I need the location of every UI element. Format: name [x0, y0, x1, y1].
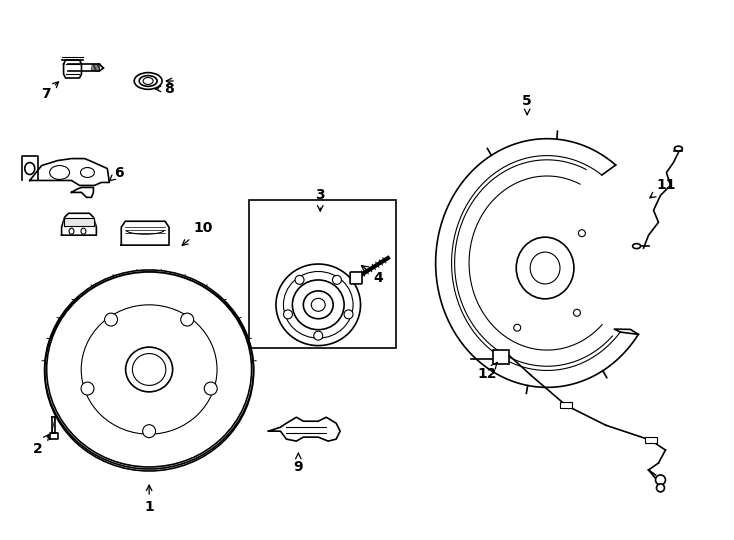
Text: 11: 11	[650, 178, 676, 198]
Text: 6: 6	[109, 165, 124, 181]
Ellipse shape	[311, 299, 325, 311]
Bar	[560, 402, 572, 408]
Ellipse shape	[578, 230, 586, 237]
Ellipse shape	[675, 146, 683, 151]
Ellipse shape	[181, 313, 194, 326]
Ellipse shape	[47, 272, 252, 467]
Ellipse shape	[655, 475, 666, 485]
Ellipse shape	[292, 280, 344, 330]
Bar	[493, 349, 509, 363]
Polygon shape	[71, 187, 93, 198]
Ellipse shape	[333, 275, 341, 285]
Polygon shape	[64, 218, 95, 226]
Ellipse shape	[204, 382, 217, 395]
Ellipse shape	[514, 324, 520, 331]
Text: 12: 12	[478, 362, 497, 381]
Text: 4: 4	[361, 266, 383, 285]
Ellipse shape	[81, 167, 95, 178]
Ellipse shape	[104, 313, 117, 326]
Ellipse shape	[530, 252, 560, 284]
Ellipse shape	[295, 275, 304, 285]
Text: 1: 1	[145, 485, 154, 514]
Ellipse shape	[276, 264, 360, 346]
Text: 8: 8	[156, 82, 174, 96]
Ellipse shape	[25, 163, 34, 174]
Text: 7: 7	[41, 82, 59, 101]
Ellipse shape	[303, 291, 333, 319]
Polygon shape	[64, 60, 81, 78]
Polygon shape	[68, 64, 99, 71]
Text: 2: 2	[33, 435, 49, 456]
FancyBboxPatch shape	[350, 272, 362, 284]
Text: 9: 9	[294, 453, 303, 474]
Ellipse shape	[142, 424, 156, 437]
Ellipse shape	[633, 244, 641, 248]
Ellipse shape	[283, 310, 292, 319]
Polygon shape	[62, 213, 96, 235]
Polygon shape	[121, 221, 169, 245]
Bar	[249, 200, 396, 348]
Ellipse shape	[81, 228, 86, 234]
Ellipse shape	[516, 237, 574, 299]
Text: 5: 5	[523, 94, 532, 114]
Polygon shape	[50, 433, 57, 439]
Polygon shape	[22, 156, 37, 180]
Ellipse shape	[69, 228, 74, 234]
Ellipse shape	[132, 354, 166, 386]
Ellipse shape	[283, 272, 353, 338]
Ellipse shape	[126, 347, 172, 392]
Ellipse shape	[50, 166, 70, 179]
Ellipse shape	[656, 484, 664, 492]
Ellipse shape	[573, 309, 581, 316]
Polygon shape	[30, 159, 109, 185]
Ellipse shape	[313, 331, 323, 340]
Polygon shape	[269, 417, 340, 441]
Bar	[644, 437, 656, 443]
Text: 3: 3	[316, 188, 325, 211]
Ellipse shape	[344, 310, 353, 319]
Text: 10: 10	[182, 221, 213, 246]
Ellipse shape	[81, 382, 94, 395]
